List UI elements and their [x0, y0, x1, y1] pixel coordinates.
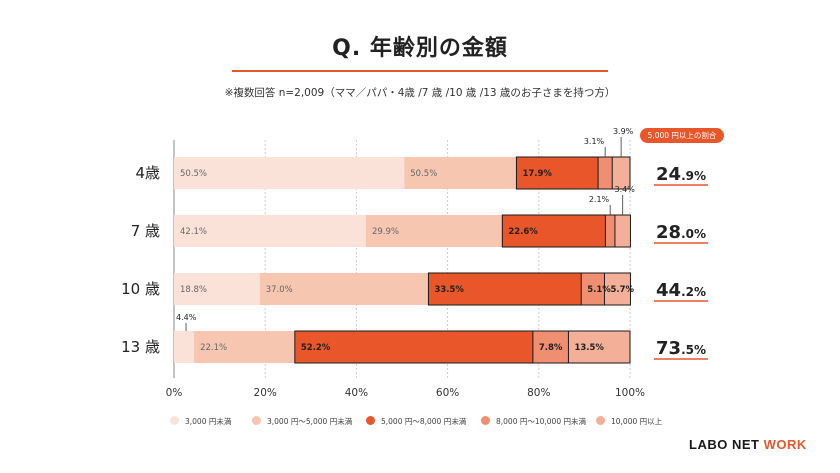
x-tick-label: 60% [436, 387, 459, 399]
legend-swatch [596, 416, 605, 425]
row-label: 13 歳 [121, 338, 160, 356]
legend: 3,000 円未満 3,000 円～5,000 円未満 5,000 円～8,000 … [170, 416, 710, 430]
bar-segment [174, 215, 366, 247]
legend-swatch [366, 416, 375, 425]
total-integer: 44 [656, 280, 681, 301]
bar-segment [605, 215, 615, 247]
bar-segment [428, 273, 582, 305]
bar-segment [174, 331, 195, 363]
callout-label: 3.1% [584, 137, 605, 146]
row-label: 10 歳 [121, 280, 160, 298]
legend-swatch [170, 416, 179, 425]
total-integer: 73 [656, 338, 681, 359]
bar-segment [502, 215, 606, 247]
data-label: 50.5% [180, 169, 207, 179]
legend-item: 5,000 円～8,000 円未満 [366, 416, 466, 428]
legend-item: 3,000 円未満 [170, 416, 231, 428]
bar-segment [174, 273, 260, 305]
bar-segment [532, 331, 569, 363]
total-decimal: .0% [681, 227, 706, 241]
bar-segment [404, 157, 517, 189]
data-label: 50.5% [410, 169, 437, 179]
data-label: 13.5% [574, 343, 604, 353]
bar-segment [365, 215, 503, 247]
callout-label: 4.4% [176, 313, 197, 322]
legend-label: 5,000 円～8,000 円未満 [381, 417, 467, 426]
legend-item: 10,000 円以上 [596, 416, 662, 428]
bar-segment [516, 157, 599, 189]
bar-segment [581, 273, 605, 305]
callout-label: 2.1% [589, 195, 610, 204]
total-decimal: .9% [681, 169, 706, 183]
callout-label: 3.4% [615, 185, 636, 194]
legend-label: 3,000 円未満 [185, 417, 232, 426]
bar-segment [568, 331, 630, 363]
data-label: 37.0% [266, 285, 293, 295]
row-label: 4歳 [135, 164, 160, 182]
brand-logo: LABO NET WORK [689, 437, 807, 452]
bar-segment [259, 273, 429, 305]
row-label: 7 歳 [131, 222, 160, 240]
highlight-outline [515, 156, 631, 190]
data-label: 18.8% [180, 285, 207, 295]
legend-label: 3,000 円～5,000 円未満 [267, 417, 353, 426]
bar-segment [194, 331, 295, 363]
data-label: 5.7% [610, 285, 634, 295]
data-label: 33.5% [434, 285, 464, 295]
bar-segment [174, 157, 405, 189]
data-label: 22.6% [508, 227, 538, 237]
legend-swatch [252, 416, 261, 425]
highlight-outline [427, 272, 631, 306]
total-decimal: .5% [681, 343, 706, 357]
data-label: 22.1% [200, 343, 227, 353]
legend-item: 3,000 円～5,000 円未満 [252, 416, 352, 428]
total-5000-plus: 24.9% [656, 164, 706, 185]
data-label: 42.1% [180, 227, 207, 237]
data-label: 29.9% [372, 227, 399, 237]
brand-part2: WORK [763, 437, 807, 452]
total-decimal: .2% [681, 285, 706, 299]
data-label: 52.2% [301, 343, 331, 353]
x-tick-label: 100% [615, 387, 645, 399]
chart-subtitle: ※複数回答 n=2,009（ママ／パパ・4歳 /7 歳 /10 歳 /13 歳の… [224, 87, 616, 99]
highlight-outline [501, 214, 631, 248]
bar-segment [604, 273, 631, 305]
total-integer: 24 [656, 164, 681, 185]
total-integer: 28 [656, 222, 681, 243]
legend-label: 10,000 円以上 [611, 417, 663, 426]
bar-segment [598, 157, 613, 189]
total-5000-plus: 73.5% [656, 338, 706, 359]
data-label: 5.1% [587, 285, 611, 295]
highlight-outline [294, 330, 631, 364]
bar-segment [614, 215, 631, 247]
brand-part1: LABO NET [689, 437, 764, 452]
x-tick-label: 20% [254, 387, 277, 399]
total-5000-plus: 28.0% [656, 222, 706, 243]
chart-title: Q. 年齢別の金額 [332, 36, 508, 61]
x-tick-label: 0% [166, 387, 183, 399]
badge-5000-plus: 5,000 円以上の割合 [640, 128, 724, 143]
data-label: 7.8% [539, 343, 563, 353]
bar-segment [612, 157, 630, 189]
bar-segment [294, 331, 533, 363]
data-label: 17.9% [522, 169, 552, 179]
legend-swatch [481, 416, 490, 425]
callout-label: 3.9% [613, 127, 634, 136]
legend-label: 8,000 円～10,000 円未満 [496, 417, 586, 426]
x-tick-label: 40% [345, 387, 368, 399]
legend-item: 8,000 円～10,000 円未満 [481, 416, 586, 428]
x-tick-label: 80% [527, 387, 550, 399]
total-5000-plus: 44.2% [656, 280, 706, 301]
title-underline [232, 70, 608, 72]
